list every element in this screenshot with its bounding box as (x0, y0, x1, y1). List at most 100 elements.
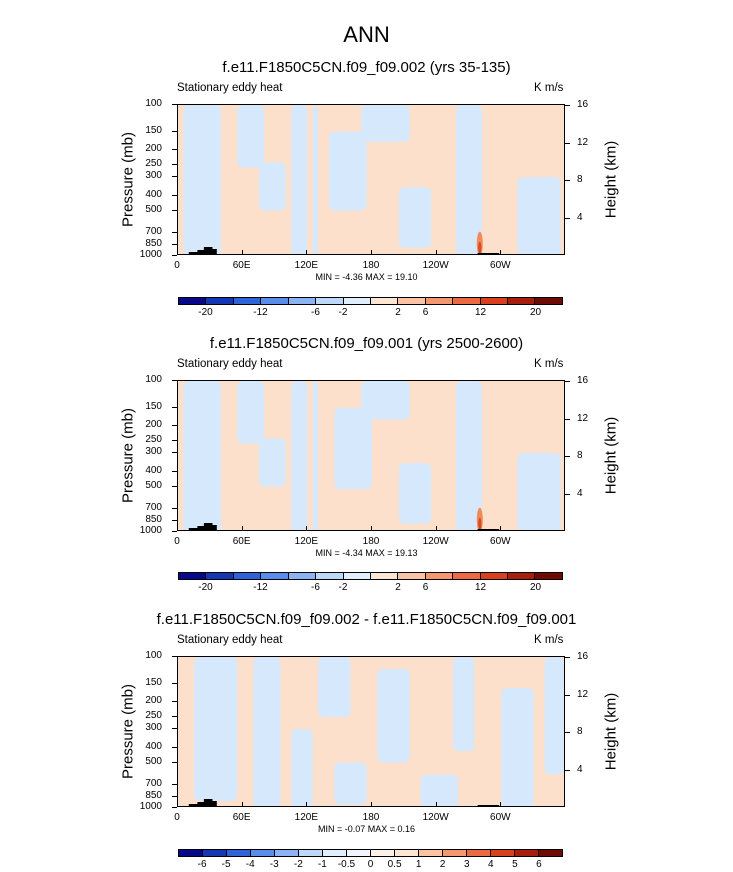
negative-region (291, 729, 313, 806)
colorbar-swatch (233, 298, 262, 304)
colorbar-label: 20 (529, 582, 542, 593)
colorbar-swatch (288, 298, 317, 304)
negative-region (237, 381, 265, 444)
negative-region (456, 105, 482, 254)
y-tick-label: 100 (145, 650, 162, 661)
x-tick-label: 120E (294, 812, 318, 823)
colorbar-label: -3 (269, 859, 279, 870)
x-tick-mark (241, 802, 243, 807)
colorbar-swatch (370, 573, 399, 579)
height-tick-label: 16 (577, 651, 589, 663)
colorbar-swatch (316, 573, 344, 579)
y-tick-mark (172, 194, 177, 196)
min-max-label: MIN = -0.07 MAX = 0.16 (317, 824, 416, 834)
colorbar-label: 0 (367, 859, 374, 870)
topography-mask (477, 529, 500, 530)
topography-mask (297, 530, 299, 531)
y-tick-label: 250 (145, 434, 162, 446)
x-tick-mark (435, 250, 437, 255)
negative-region (398, 187, 432, 248)
height-tick-label: 4 (577, 211, 583, 223)
y-tick-mark (172, 149, 177, 151)
x-tick-label: 120W (422, 812, 449, 823)
y-tick-mark (172, 507, 177, 509)
y-axis-right-title: Height (km) (602, 416, 620, 494)
colorbar-label: 6 (422, 307, 429, 318)
colorbar-label: -2 (338, 582, 348, 593)
y-tick-label: 1000 (139, 249, 162, 260)
colorbar-label: -20 (198, 582, 213, 593)
negative-region (237, 105, 265, 168)
x-tick-mark (241, 526, 243, 531)
colorbar-label: -2 (293, 859, 303, 870)
colorbar-label: -20 (198, 307, 213, 318)
height-tick-mark (565, 142, 570, 144)
panel-title: f.e11.F1850C5CN.f09_f09.001 (yrs 2500-26… (209, 335, 524, 352)
x-tick-label: 60W (490, 260, 511, 271)
height-tick-mark (565, 657, 570, 659)
y-axis-title: Pressure (mb) (119, 131, 137, 227)
x-tick-label: 60W (490, 812, 511, 823)
colorbar-swatch (347, 850, 371, 856)
y-tick-label: 500 (145, 203, 162, 215)
topography-mask (297, 806, 299, 807)
negative-region (361, 381, 410, 420)
colorbar-label: 2 (395, 307, 401, 318)
colorbar-label: 1 (415, 859, 422, 870)
colorbar-swatch (398, 573, 426, 579)
y-tick-mark (172, 380, 177, 381)
x-tick-label: 0 (174, 260, 180, 271)
y-tick-label: 300 (145, 170, 162, 182)
colorbar-label: 6 (536, 859, 542, 870)
figure-title: ANN (343, 22, 390, 47)
negative-region (258, 438, 286, 487)
y-tick-mark (172, 470, 177, 472)
height-tick-label: 12 (577, 412, 589, 424)
height-tick-label: 16 (577, 99, 589, 111)
colorbar-swatch (261, 298, 289, 304)
y-tick-mark (172, 701, 177, 703)
y-tick-label: 1000 (139, 801, 162, 812)
height-tick-mark (565, 493, 570, 495)
x-tick-label: 120E (294, 536, 318, 547)
x-tick-mark (371, 802, 372, 807)
colorbar (178, 572, 563, 580)
y-tick-label: 1000 (139, 525, 162, 536)
negative-region (517, 453, 561, 530)
topography-mask (458, 254, 490, 255)
contour-plot-area (177, 656, 565, 807)
colorbar-swatch (251, 850, 275, 856)
y-tick-mark (172, 231, 177, 233)
x-tick-label: 180 (362, 260, 380, 271)
topography-mask (207, 801, 217, 806)
height-tick-label: 12 (577, 688, 589, 700)
height-tick-label: 4 (577, 487, 583, 499)
colorbar-swatch (515, 850, 539, 856)
colorbar-swatch (343, 573, 371, 579)
x-tick-mark (177, 250, 178, 255)
contour-plot-area (177, 104, 565, 255)
y-axis-title: Pressure (mb) (119, 683, 137, 779)
colorbar-label: -0.5 (337, 859, 356, 870)
y-tick-mark (172, 485, 177, 487)
colorbar-swatch (227, 850, 251, 856)
y-tick-label: 850 (145, 514, 162, 526)
colorbar-label: 0.5 (387, 859, 402, 870)
y-tick-mark (172, 176, 177, 178)
colorbar-swatch (299, 850, 323, 856)
units-label: K m/s (534, 82, 564, 94)
colorbar-label: 12 (474, 307, 487, 318)
x-tick-mark (500, 250, 502, 255)
negative-region (312, 381, 319, 530)
x-tick-label: 60E (232, 812, 251, 823)
colorbar-swatch (179, 298, 207, 304)
y-axis-title: Pressure (mb) (119, 407, 137, 503)
x-tick-mark (177, 802, 178, 807)
y-tick-mark (172, 807, 177, 808)
y-tick-label: 400 (145, 188, 162, 200)
negative-region (544, 657, 564, 775)
panel-title: f.e11.F1850C5CN.f09_f09.002 - f.e11.F185… (156, 611, 577, 628)
variable-label: Stationary eddy heat (177, 82, 283, 94)
colorbar-label: 12 (474, 582, 487, 593)
height-tick-mark (565, 180, 570, 182)
